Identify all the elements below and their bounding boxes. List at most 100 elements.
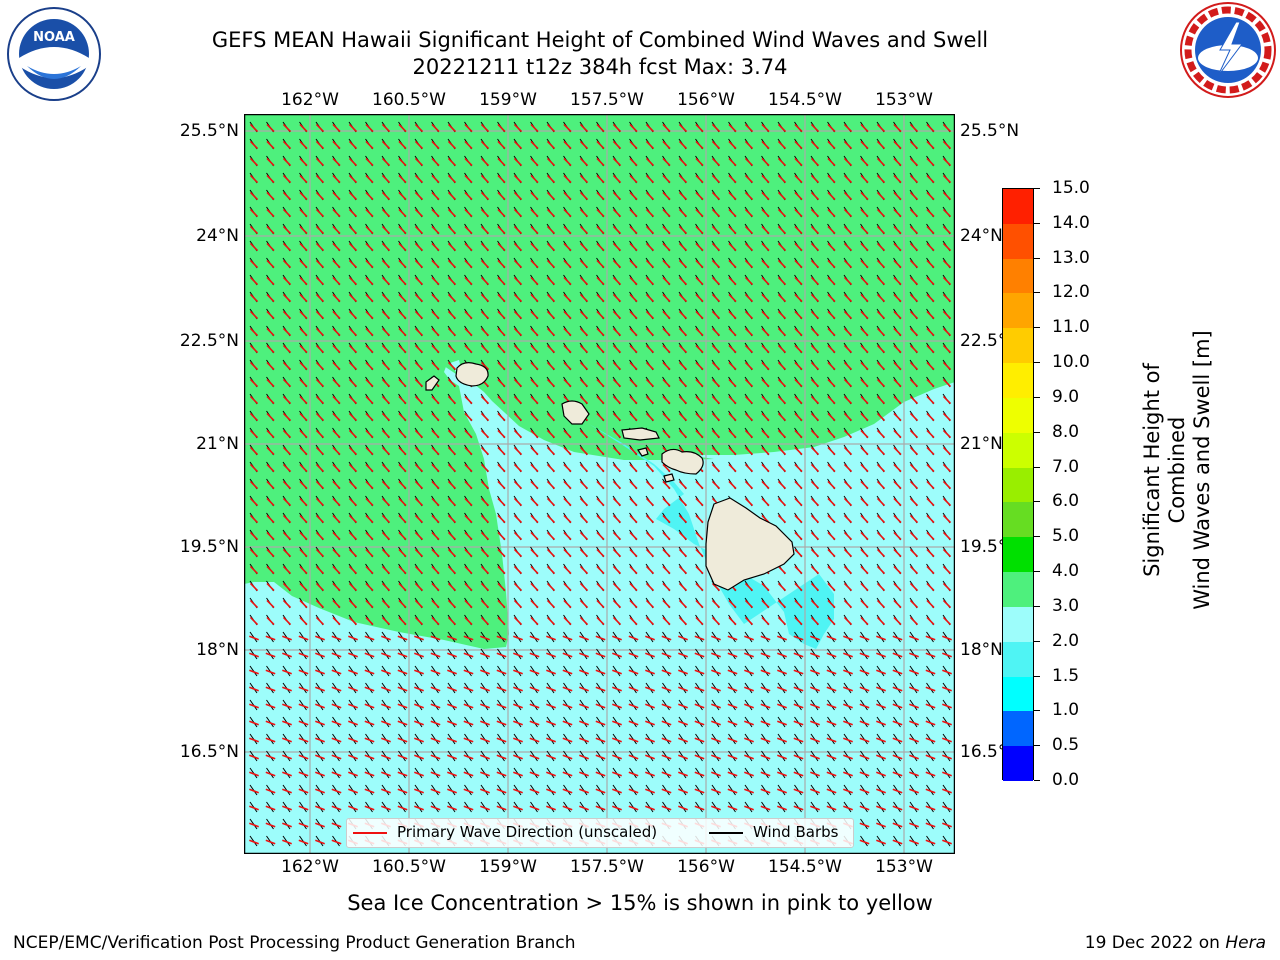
wind-wave-glyph — [430, 801, 441, 813]
wind-wave-glyph — [859, 665, 870, 677]
wind-wave-glyph — [398, 155, 407, 167]
wind-wave-glyph — [810, 597, 820, 609]
lon-label-bottom: 160.5°W — [372, 857, 446, 877]
wind-wave-glyph — [546, 325, 556, 337]
wind-wave-glyph — [744, 240, 754, 252]
wind-wave-glyph — [282, 597, 292, 609]
wind-wave-glyph — [661, 767, 672, 779]
wind-wave-glyph — [332, 342, 341, 354]
wind-wave-glyph — [893, 274, 902, 286]
wind-wave-glyph — [876, 648, 886, 660]
wind-wave-glyph — [249, 393, 259, 405]
wind-wave-glyph — [282, 223, 292, 235]
wind-wave-glyph — [827, 121, 836, 133]
wind-wave-glyph — [579, 189, 589, 201]
wind-wave-glyph — [398, 427, 407, 439]
wind-wave-glyph — [909, 376, 919, 388]
wind-wave-glyph — [893, 189, 902, 201]
wind-wave-glyph — [860, 240, 869, 252]
wind-wave-glyph — [398, 189, 407, 201]
wind-wave-glyph — [563, 325, 572, 337]
wind-wave-glyph — [876, 818, 886, 830]
wind-wave-glyph — [381, 767, 391, 779]
wind-wave-glyph — [794, 138, 803, 150]
wind-wave-glyph — [843, 257, 853, 269]
wind-wave-glyph — [546, 342, 556, 354]
wind-wave-glyph — [596, 342, 605, 354]
wind-wave-glyph — [876, 138, 886, 150]
wind-wave-glyph — [711, 291, 721, 303]
wind-wave-glyph — [843, 614, 853, 626]
wind-wave-glyph — [562, 665, 573, 677]
wind-wave-glyph — [299, 427, 308, 439]
wind-wave-glyph — [579, 325, 589, 337]
wind-wave-glyph — [777, 580, 787, 592]
wind-wave-glyph — [381, 563, 391, 575]
wind-wave-glyph — [777, 733, 787, 745]
wind-wave-glyph — [711, 155, 721, 167]
wind-wave-glyph — [381, 478, 391, 490]
wind-wave-glyph — [645, 138, 655, 150]
wind-wave-glyph — [744, 427, 754, 439]
wind-wave-glyph — [744, 308, 754, 320]
wind-wave-glyph — [876, 359, 886, 371]
wind-wave-glyph — [332, 495, 341, 507]
wind-wave-glyph — [282, 614, 292, 626]
wind-and-wave-glyphs — [249, 121, 952, 847]
wind-wave-glyph — [810, 359, 820, 371]
wind-wave-glyph — [645, 546, 655, 558]
wind-wave-glyph — [942, 750, 952, 762]
wind-wave-glyph — [530, 376, 539, 388]
wind-wave-glyph — [810, 206, 820, 218]
wind-wave-glyph — [447, 342, 457, 354]
wind-wave-glyph — [892, 733, 903, 745]
wind-wave-glyph — [513, 189, 523, 201]
wind-wave-glyph — [678, 410, 688, 422]
wind-wave-glyph — [629, 274, 638, 286]
wind-wave-glyph — [563, 274, 572, 286]
wind-wave-glyph — [645, 716, 655, 728]
wind-wave-glyph — [694, 665, 705, 677]
wind-wave-glyph — [909, 529, 919, 541]
wind-wave-glyph — [678, 427, 688, 439]
wind-wave-glyph — [315, 580, 325, 592]
wind-wave-glyph — [810, 767, 820, 779]
wind-wave-glyph — [678, 631, 688, 643]
wind-wave-glyph — [249, 189, 259, 201]
wind-wave-glyph — [381, 206, 391, 218]
wind-wave-glyph — [711, 699, 721, 711]
wind-wave-glyph — [678, 189, 688, 201]
wind-wave-glyph — [662, 512, 671, 524]
wind-wave-glyph — [859, 648, 870, 660]
wind-wave-glyph — [678, 240, 688, 252]
wind-wave-glyph — [513, 393, 523, 405]
wind-wave-glyph — [827, 393, 836, 405]
wind-wave-glyph — [447, 563, 457, 575]
wind-wave-glyph — [414, 172, 424, 184]
wind-wave-glyph — [859, 818, 870, 830]
lon-label-bottom: 156°W — [677, 857, 735, 877]
wind-wave-glyph — [447, 682, 457, 694]
wind-wave-glyph — [793, 665, 804, 677]
wind-wave-glyph — [497, 427, 506, 439]
wind-wave-glyph — [876, 274, 886, 286]
wind-wave-glyph — [761, 393, 770, 405]
wind-wave-glyph — [365, 529, 374, 541]
wind-wave-glyph — [480, 274, 490, 286]
wind-wave-glyph — [414, 376, 424, 388]
wind-wave-glyph — [695, 172, 704, 184]
wind-wave-glyph — [431, 461, 440, 473]
wind-wave-glyph — [497, 614, 506, 626]
wind-wave-glyph — [249, 410, 259, 422]
wind-wave-glyph — [447, 155, 457, 167]
wind-wave-glyph — [546, 359, 556, 371]
lat-label-left: 25.5°N — [179, 121, 239, 141]
wind-wave-glyph — [299, 495, 308, 507]
wind-wave-glyph — [266, 291, 275, 303]
wind-wave-glyph — [315, 427, 325, 439]
wind-wave-glyph — [794, 376, 803, 388]
wind-wave-glyph — [942, 274, 952, 286]
wind-wave-glyph — [761, 359, 770, 371]
wind-wave-glyph — [563, 155, 572, 167]
wind-wave-glyph — [348, 631, 358, 643]
